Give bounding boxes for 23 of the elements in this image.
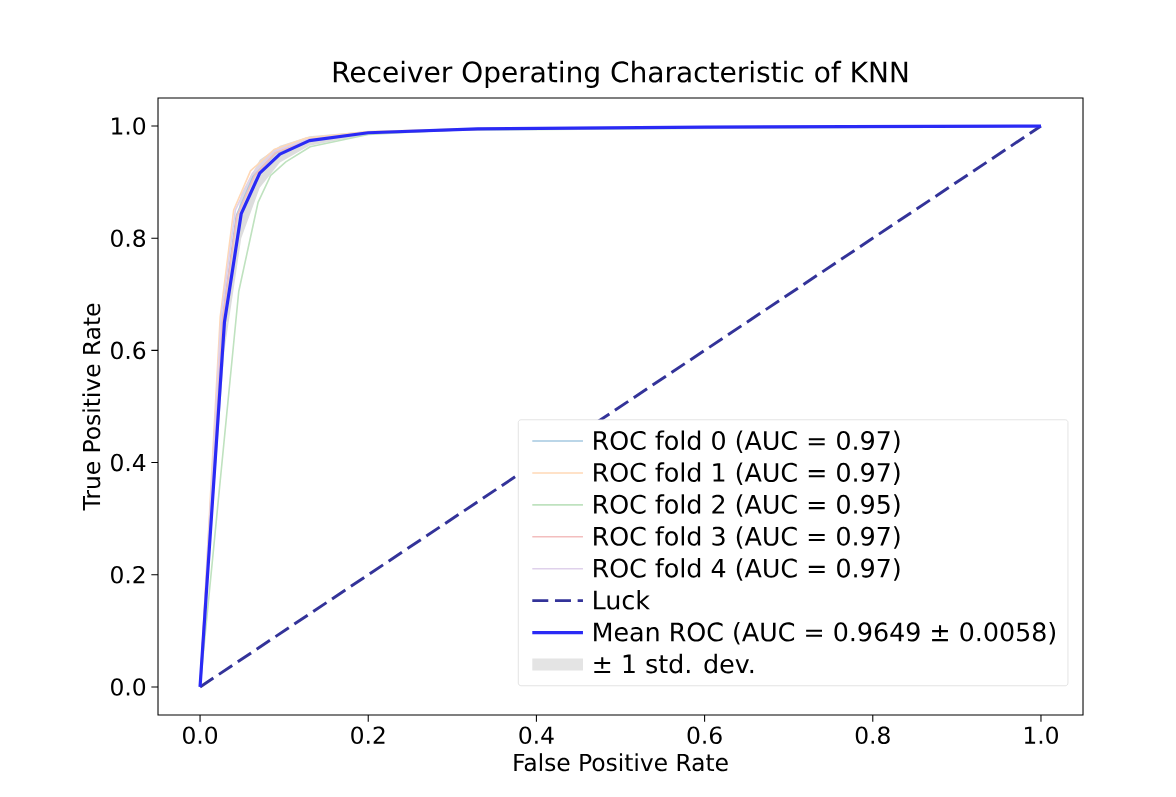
y-tick-label: 0.6 <box>111 341 146 360</box>
legend-label: ROC fold 4 (AUC = 0.97) <box>594 558 900 581</box>
x-tick-label: 0.4 <box>519 726 554 745</box>
y-tick-label: 0.8 <box>111 229 146 248</box>
y-tick-label: 0.0 <box>111 678 146 696</box>
legend-label: ROC fold 0 (AUC = 0.97) <box>594 430 900 454</box>
legend-label: ROC fold 3 (AUC = 0.97) <box>594 526 900 549</box>
x-tick-label: 0.0 <box>183 726 218 745</box>
y-tick-label: 0.4 <box>111 453 146 472</box>
annotation: ± 1 std. dev. <box>594 653 754 674</box>
legend-label: ROC fold 2 (AUC = 0.95) <box>594 494 900 517</box>
legend-label: Mean ROC (AUC = 0.9649 ± 0.0058) <box>594 621 1056 645</box>
legend-label: ROC fold 1 (AUC = 0.97) <box>594 462 900 485</box>
y-axis-title: True Positive Rate <box>82 303 101 511</box>
y-tick-label: 1.0 <box>112 117 146 135</box>
legend-label: Luck <box>594 590 650 610</box>
x-axis-title: False Positive Rate <box>514 753 728 772</box>
x-tick-label: 0.8 <box>855 726 890 745</box>
x-tick-label: 0.2 <box>351 726 385 745</box>
y-tick-label: 0.2 <box>111 565 145 584</box>
x-tick-label: 1.0 <box>1024 726 1058 745</box>
x-tick-label: 0.6 <box>687 726 722 745</box>
chart-title: Receiver Operating Characteristic of KNN <box>333 60 908 88</box>
